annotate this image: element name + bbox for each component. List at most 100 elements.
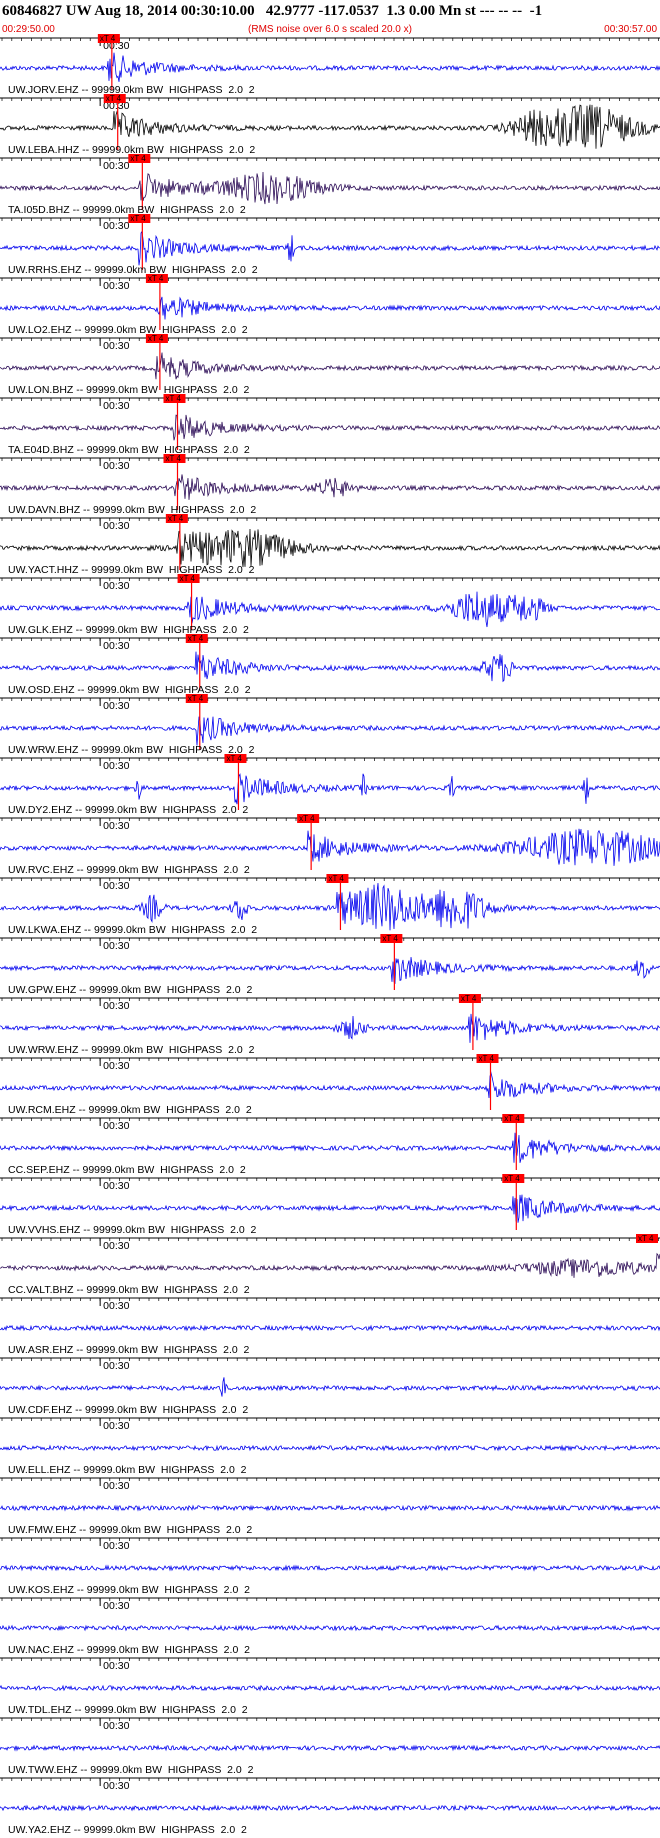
time-mark: 00:30 [103,1780,129,1792]
waveform [0,1324,660,1332]
waveform [0,591,660,628]
pick-box [163,394,186,403]
event-title: 60846827 UW Aug 18, 2014 00:30:10.00 42.… [2,3,542,19]
station-label: UW.DAVN.BHZ -- 99999.0km BW HIGHPASS 2.0… [8,504,256,516]
station-label: UW.LKWA.EHZ -- 99999.0km BW HIGHPASS 2.0… [8,924,257,936]
waveform [0,528,660,568]
pick-label: xT 4 [226,754,242,763]
pick-box [476,1054,499,1063]
waveform [0,1564,660,1572]
time-mark: 00:30 [103,640,129,652]
station-label: UW.KOS.EHZ -- 99999.0km BW HIGHPASS 2.0 … [8,1584,250,1596]
time-mark: 00:30 [103,1660,129,1672]
station-label: UW.JORV.EHZ -- 99999.0km BW HIGHPASS 2.0… [8,84,255,96]
time-mark: 00:30 [103,1120,129,1132]
waveform [0,828,660,866]
station-label: UW.DY2.EHZ -- 99999.0km BW HIGHPASS 2.0 … [8,804,248,816]
station-label: UW.CDF.EHZ -- 99999.0km BW HIGHPASS 2.0 … [8,1404,248,1416]
pick-box [177,574,200,583]
time-mark: 00:30 [103,220,129,232]
waveform [0,1377,660,1397]
time-mark: 00:30 [103,880,129,892]
time-mark: 00:30 [103,520,129,532]
pick-label: xT 4 [130,214,146,223]
pick-label: xT 4 [148,334,164,343]
pick-box [326,874,349,883]
waveform [0,716,660,746]
time-mark: 00:30 [103,160,129,172]
time-mark: 00:30 [103,580,129,592]
pick-box [380,934,403,943]
pick-label: xT 4 [148,274,164,283]
time-mark: 00:30 [103,1600,129,1612]
waveform [0,230,660,266]
station-label: UW.LON.BHZ -- 99999.0km BW HIGHPASS 2.0 … [8,384,250,396]
pick-box [636,1234,658,1243]
waveform [0,104,660,149]
pick-label: xT 4 [461,994,477,1003]
station-label: UW.FMW.EHZ -- 99999.0km BW HIGHPASS 2.0 … [8,1524,252,1536]
waveform [0,1444,660,1452]
station-label: UW.YACT.HHZ -- 99999.0km BW HIGHPASS 2.0… [8,564,255,576]
pick-label: xT 4 [504,1114,520,1123]
waveform [0,171,660,205]
pick-label: xT 4 [188,694,204,703]
waveform [0,957,660,985]
station-label: UW.GLK.EHZ -- 99999.0km BW HIGHPASS 2.0 … [8,624,249,636]
waveform [0,352,660,380]
waveform [0,474,660,500]
pick-label: xT 4 [168,514,184,523]
pick-label: xT 4 [328,874,344,883]
station-label: UW.NAC.EHZ -- 99999.0km BW HIGHPASS 2.0 … [8,1644,250,1656]
station-label: UW.TDL.EHZ -- 99999.0km BW HIGHPASS 2.0 … [8,1704,248,1716]
time-mark: 00:30 [103,1720,129,1732]
station-label: TA.I05D.BHZ -- 99999.0km BW HIGHPASS 2.0… [8,204,246,216]
pick-box [103,94,126,103]
pick-box [224,754,247,763]
time-mark: 00:30 [103,340,129,352]
pick-box [145,274,168,283]
waveform [0,1624,660,1632]
pick-box [145,334,168,343]
pick-label: xT 4 [504,1174,520,1183]
waveform [0,883,660,931]
time-mark: 00:30 [103,820,129,832]
waveform [0,1744,660,1752]
station-label: UW.VVHS.EHZ -- 99999.0km BW HIGHPASS 2.0… [8,1224,257,1236]
station-label: UW.RCM.EHZ -- 99999.0km BW HIGHPASS 2.0 … [8,1104,252,1116]
time-mark: 00:30 [103,400,129,412]
pick-label: xT 4 [479,1054,495,1063]
end-time: 00:30:57.00 [604,24,657,35]
waveform [0,1071,660,1099]
waveform [0,651,660,683]
start-time: 00:29:50.00 [2,24,55,35]
pick-label: xT 4 [100,34,116,43]
station-label: UW.OSD.EHZ -- 99999.0km BW HIGHPASS 2.0 … [8,684,251,696]
station-label: UW.WRW.EHZ -- 99999.0km BW HIGHPASS 2.0 … [8,1044,255,1056]
pick-label: xT 4 [638,1234,654,1243]
pick-label: xT 4 [165,454,181,463]
pick-box [458,994,481,1003]
pick-label: xT 4 [188,634,204,643]
station-label: UW.GPW.EHZ -- 99999.0km BW HIGHPASS 2.0 … [8,984,252,996]
pick-box [297,814,320,823]
pick-box [128,214,151,223]
station-label: UW.TWW.EHZ -- 99999.0km BW HIGHPASS 2.0 … [8,1764,254,1776]
pick-label: xT 4 [180,574,196,583]
pick-box [185,634,208,643]
waveform [0,1804,660,1812]
pick-box [128,154,151,163]
noise-note: (RMS noise over 6.0 s scaled 20.0 x) [248,24,412,35]
waveform [0,296,660,320]
time-mark: 00:30 [103,1300,129,1312]
time-mark: 00:30 [103,1000,129,1012]
station-label: UW.LEBA.HHZ -- 99999.0km BW HIGHPASS 2.0… [8,144,255,156]
waveform [0,1252,660,1278]
time-mark: 00:30 [103,1420,129,1432]
waveform [0,1684,660,1692]
station-label: UW.ELL.EHZ -- 99999.0km BW HIGHPASS 2.0 … [8,1464,247,1476]
time-mark: 00:30 [103,1180,129,1192]
station-label: UW.RRHS.EHZ -- 99999.0km BW HIGHPASS 2.0… [8,264,258,276]
station-label: UW.ASR.EHZ -- 99999.0km BW HIGHPASS 2.0 … [8,1344,250,1356]
